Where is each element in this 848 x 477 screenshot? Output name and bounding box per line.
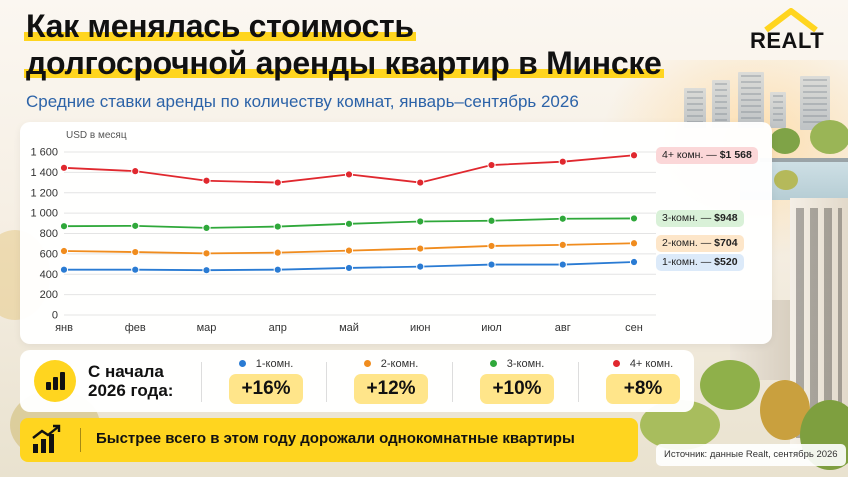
data-point (131, 221, 140, 230)
data-point (59, 265, 69, 274)
y-tick-label: 1 400 (30, 167, 58, 179)
data-point (416, 217, 425, 226)
stat-name: 3-комн. (456, 358, 578, 370)
x-tick-label: фев (125, 322, 146, 334)
data-point (202, 249, 211, 258)
data-point (629, 151, 639, 160)
data-point (202, 223, 211, 232)
x-tick-label: сен (625, 322, 643, 334)
x-tick-label: апр (269, 322, 287, 334)
summary-panel: С начала 2026 года: 1-комн. +16% 2-комн. +1… (20, 350, 694, 412)
stat-name: 4+ комн. (582, 358, 704, 370)
data-point (487, 216, 496, 225)
data-point (558, 240, 567, 250)
stat-value: +8% (606, 374, 680, 404)
data-point (344, 170, 354, 179)
logo-text: REALT (750, 28, 825, 53)
y-tick-label: 0 (52, 310, 58, 322)
realt-logo: REALT (748, 8, 834, 54)
x-tick-label: янв (55, 322, 73, 334)
data-point (629, 239, 639, 248)
data-point (131, 247, 140, 257)
data-point (59, 246, 69, 256)
insight-banner: Быстрее всего в этом году дорожали однок… (20, 418, 638, 462)
data-point (344, 263, 354, 273)
y-tick-label: 200 (40, 289, 58, 301)
series-end-label: 2-комн. — $704 (656, 235, 744, 253)
growth-stat: 4+ комн. +8% (578, 350, 704, 412)
summary-title: С начала 2026 года: (88, 362, 174, 400)
data-point (202, 176, 211, 185)
y-tick-label: 600 (40, 248, 58, 260)
bar-chart-icon (34, 360, 76, 402)
chart-card: USD в месяц 0 200 400 600 800 1 000 1 200 1 400… (20, 122, 772, 344)
growth-stat: 2-комн. +12% (326, 350, 452, 412)
x-tick-label: мар (197, 322, 217, 334)
data-point (487, 160, 496, 170)
data-point (629, 214, 639, 223)
y-tick-label: 1 200 (30, 187, 58, 199)
legend-dot (612, 360, 620, 367)
growth-chart-icon (32, 424, 61, 453)
stat-value: +10% (480, 374, 554, 404)
x-tick-label: авг (555, 322, 571, 334)
data-point (344, 246, 354, 255)
data-point (59, 222, 69, 231)
y-tick-label: 1 600 (30, 147, 58, 159)
y-tick-label: 800 (40, 228, 58, 240)
data-point (558, 214, 567, 223)
logo-roof-icon (764, 8, 818, 32)
series-end-label: 1-комн. — $520 (656, 254, 744, 272)
x-tick-label: июл (481, 322, 502, 334)
legend-dot (489, 360, 497, 367)
data-point (416, 244, 425, 253)
stat-name: 2-комн. (330, 358, 452, 370)
data-point (59, 163, 69, 172)
data-point (629, 257, 639, 267)
stat-value: +12% (354, 374, 428, 404)
data-point (273, 265, 282, 274)
data-point (487, 260, 496, 269)
data-point (202, 266, 211, 275)
data-point (273, 248, 282, 257)
series-end-label: 4+ комн. — $1 568 (656, 147, 758, 165)
x-tick-label: июн (410, 322, 430, 334)
page-subtitle: Средние ставки аренды по количеству комн… (26, 92, 579, 111)
series-end-label: 3-комн. — $948 (656, 210, 744, 228)
data-point (416, 262, 425, 271)
stat-value: +16% (229, 374, 303, 404)
data-point (344, 219, 354, 228)
line-chart: 0 200 400 600 800 1 000 1 200 1 400 1 600 янв фев м… (30, 147, 656, 334)
legend-dot (363, 360, 371, 367)
growth-stat: 1-комн. +16% (201, 350, 327, 412)
data-point (131, 265, 140, 274)
data-point (273, 222, 282, 231)
data-point (558, 260, 567, 269)
data-point (487, 241, 496, 251)
title-line-2: долгосрочной аренды квартир в Минске (24, 45, 664, 81)
legend-dot (238, 360, 246, 367)
y-tick-label: 400 (40, 269, 58, 281)
growth-stat: 3-комн. +10% (452, 350, 578, 412)
data-point (273, 178, 282, 187)
source-note: Источник: данные Realt, сентябрь 2026 (656, 444, 846, 466)
data-point (131, 167, 140, 176)
banner-text: Быстрее всего в этом году дорожали однок… (96, 430, 575, 447)
y-tick-label: 1 000 (30, 208, 58, 220)
data-point (558, 157, 567, 166)
stat-name: 1-комн. (205, 358, 327, 370)
x-tick-label: май (339, 322, 359, 334)
y-axis-label: USD в месяц (66, 130, 127, 141)
title-line-1: Как менялась стоимость (24, 8, 416, 44)
page-title: Как менялась стоимость долгосрочной арен… (24, 8, 664, 82)
data-point (416, 178, 425, 187)
